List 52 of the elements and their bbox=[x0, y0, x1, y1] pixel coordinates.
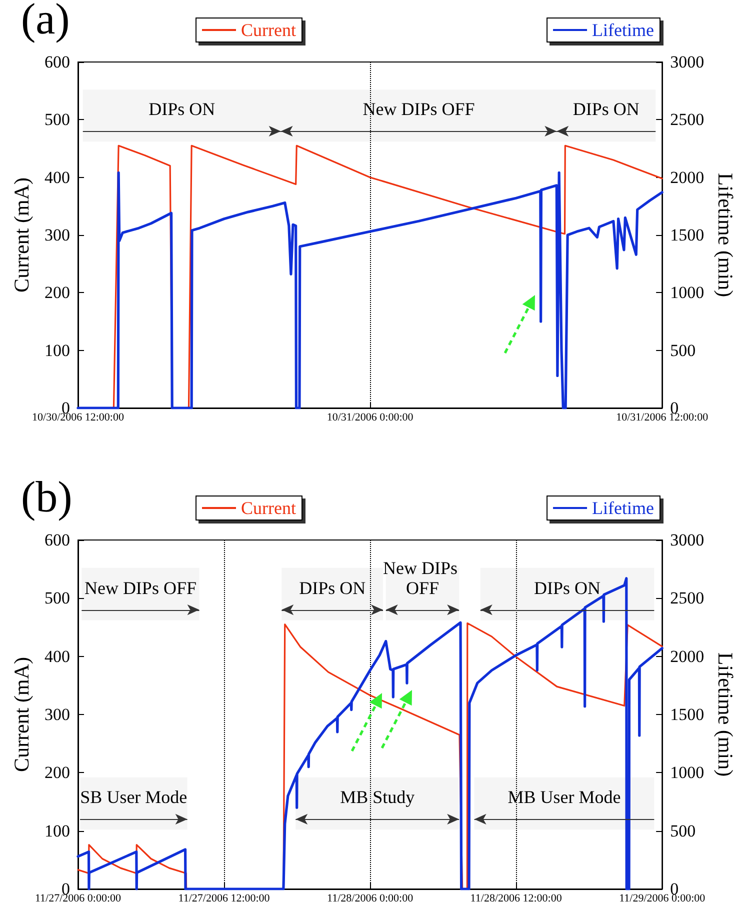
y2-axis-title: Lifetime (min) bbox=[714, 172, 738, 298]
y-tick-label: 400 bbox=[44, 168, 70, 187]
y2-tick-label: 1500 bbox=[670, 226, 704, 244]
y-tick-label: 300 bbox=[44, 705, 70, 724]
y-tick-label: 500 bbox=[44, 110, 70, 130]
chart-title: (a) bbox=[21, 0, 70, 44]
y-axis-title: Current (mA) bbox=[10, 178, 34, 292]
x-tick-label: 10/31/2006 12:00:00 bbox=[616, 412, 709, 424]
x-tick-label: 10/30/2006 12:00:00 bbox=[32, 412, 124, 424]
band-label: New DIPs OFF bbox=[84, 578, 196, 598]
y2-tick-label: 2500 bbox=[670, 110, 704, 130]
y2-tick-label: 3000 bbox=[670, 52, 704, 72]
y2-tick-label: 2000 bbox=[670, 168, 704, 187]
y2-axis-title: Lifetime (min) bbox=[714, 652, 738, 777]
band-label: New DIPs OFF bbox=[362, 99, 475, 120]
legend-label: Current bbox=[241, 20, 296, 40]
chart-title: (b) bbox=[21, 472, 72, 522]
y-axis-title: Current (mA) bbox=[10, 657, 34, 772]
y-tick-label: 600 bbox=[44, 52, 70, 72]
x-tick-label: 11/28/2006 12:00:00 bbox=[470, 892, 562, 904]
y2-tick-label: 500 bbox=[670, 340, 696, 360]
y2-tick-label: 1500 bbox=[670, 705, 704, 724]
y-tick-label: 100 bbox=[44, 821, 70, 840]
y2-tick-label: 1000 bbox=[670, 283, 704, 302]
x-tick-label: 11/27/2006 0:00:00 bbox=[34, 892, 122, 904]
band-label: MB Study bbox=[340, 787, 415, 808]
band-label: DIPs ON bbox=[148, 99, 216, 120]
x-tick-label: 11/27/2006 12:00:00 bbox=[178, 892, 270, 904]
legend-label: Lifetime bbox=[592, 498, 654, 518]
x-tick-label: 11/28/2006 0:00:00 bbox=[327, 892, 414, 904]
y2-tick-label: 1000 bbox=[670, 763, 704, 782]
y-tick-label: 600 bbox=[44, 530, 70, 550]
y-tick-label: 300 bbox=[44, 226, 70, 244]
legend-label: Current bbox=[241, 498, 296, 518]
y-tick-label: 200 bbox=[44, 283, 70, 302]
y-tick-label: 100 bbox=[44, 340, 70, 360]
x-tick-label: 11/29/2006 0:00:00 bbox=[619, 892, 706, 904]
band-label: DIPs ON bbox=[534, 578, 601, 598]
y-tick-label: 400 bbox=[44, 646, 70, 666]
band-label: New DIPs OFF bbox=[382, 558, 462, 598]
y2-tick-label: 2000 bbox=[670, 646, 704, 666]
legend-label: Lifetime bbox=[592, 20, 654, 40]
y2-tick-label: 2500 bbox=[670, 588, 704, 608]
x-tick-label: 10/31/2006 0:00:00 bbox=[326, 412, 414, 424]
y2-tick-label: 500 bbox=[670, 821, 696, 840]
band-label: MB User Mode bbox=[508, 787, 621, 808]
y-tick-label: 500 bbox=[44, 588, 70, 608]
band-label: SB User Mode bbox=[80, 787, 188, 808]
y2-tick-label: 3000 bbox=[670, 530, 704, 550]
y-tick-label: 200 bbox=[44, 763, 70, 782]
band-label: DIPs ON bbox=[572, 99, 640, 120]
band-label: DIPs ON bbox=[299, 578, 366, 598]
